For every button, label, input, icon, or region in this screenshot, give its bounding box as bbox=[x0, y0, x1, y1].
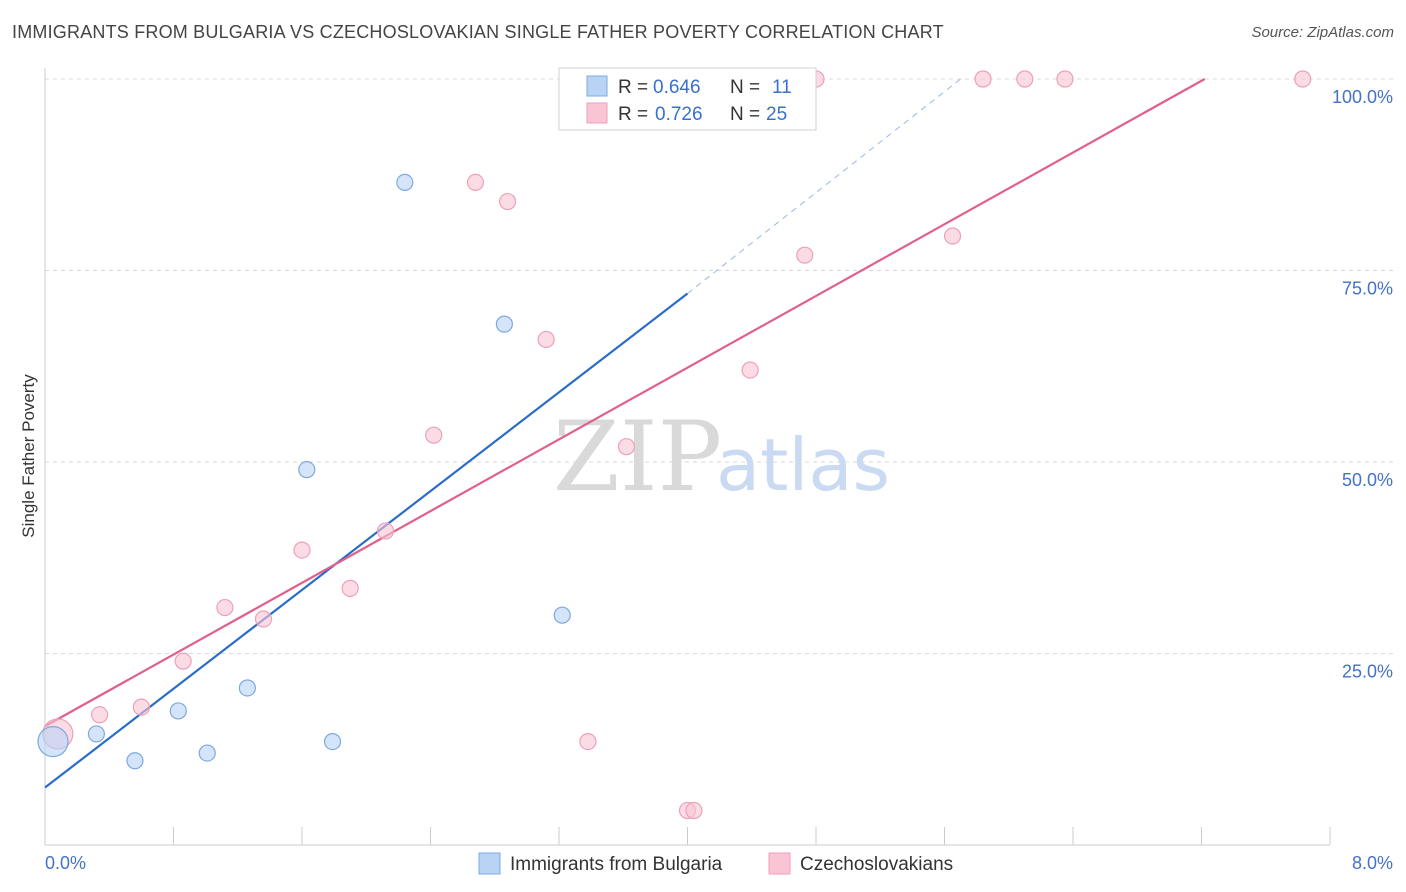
trend-line-bulgaria bbox=[44, 292, 689, 789]
trend-line-bulgaria-extension bbox=[687, 78, 961, 294]
y-tick-label-75: 75.0% bbox=[1342, 279, 1393, 299]
point-czechoslovakians-24 bbox=[1294, 70, 1312, 88]
point-czechoslovakians-18 bbox=[796, 246, 814, 264]
y-tick-label-25: 25.0% bbox=[1342, 662, 1393, 682]
y-tick-label-50: 50.0% bbox=[1342, 470, 1393, 490]
legend-r-label-2: R = bbox=[618, 104, 648, 125]
source-credit: Source: ZipAtlas.com bbox=[1251, 24, 1394, 41]
x-tick-label-0: 0.0% bbox=[45, 853, 86, 873]
point-czechoslovakians-6 bbox=[293, 541, 311, 559]
point-czechoslovakians-16 bbox=[685, 801, 703, 820]
point-czechoslovakians-2 bbox=[132, 698, 150, 716]
point-czechoslovakians-14 bbox=[617, 438, 636, 456]
y-tick-label-100: 100.0% bbox=[1332, 87, 1393, 107]
point-bulgaria-9 bbox=[495, 315, 513, 333]
point-czechoslovakians-10 bbox=[466, 173, 485, 192]
data-points bbox=[37, 70, 1312, 820]
x-tick-labels: 0.0% 8.0% bbox=[45, 853, 1393, 873]
y-axis-label: Single Father Poverty bbox=[19, 374, 38, 538]
trend-lines bbox=[44, 78, 1206, 789]
point-bulgaria-7 bbox=[323, 732, 342, 751]
bottom-legend-label-pink: Czechoslovakians bbox=[800, 854, 953, 875]
point-czechoslovakians-1 bbox=[91, 706, 109, 724]
point-czechoslovakians-9 bbox=[425, 426, 443, 444]
point-czechoslovakians-11 bbox=[499, 192, 517, 211]
legend-swatch-pink bbox=[586, 102, 608, 124]
point-czechoslovakians-13 bbox=[579, 732, 597, 751]
point-bulgaria-5 bbox=[238, 679, 256, 697]
legend-n-label-2: N = bbox=[730, 104, 760, 125]
point-czechoslovakians-5 bbox=[254, 610, 273, 628]
grid-lines bbox=[45, 78, 1393, 654]
point-bulgaria-8 bbox=[396, 173, 414, 192]
bottom-legend-swatch-blue bbox=[478, 852, 501, 875]
legend-swatch-blue bbox=[586, 75, 608, 97]
legend-n-label-1: N = bbox=[730, 77, 760, 98]
legend-r-value-1: 0.646 bbox=[653, 77, 701, 98]
point-czechoslovakians-7 bbox=[341, 579, 359, 597]
point-bulgaria-1 bbox=[87, 725, 106, 743]
point-czechoslovakians-23 bbox=[1056, 70, 1074, 88]
legend-n-value-2: 25 bbox=[766, 104, 787, 125]
watermark: ZIP atlas bbox=[553, 401, 890, 513]
point-czechoslovakians-21 bbox=[974, 70, 992, 88]
point-czechoslovakians-8 bbox=[376, 522, 395, 540]
bottom-legend: Immigrants from Bulgaria Czechoslovakian… bbox=[478, 852, 953, 875]
point-czechoslovakians-3 bbox=[174, 652, 192, 670]
legend-r-label-1: R = bbox=[618, 77, 648, 98]
point-bulgaria-6 bbox=[298, 461, 316, 479]
point-czechoslovakians-22 bbox=[1016, 70, 1034, 88]
chart-title: IMMIGRANTS FROM BULGARIA VS CZECHOSLOVAK… bbox=[12, 22, 944, 42]
bottom-legend-swatch-pink bbox=[768, 852, 791, 875]
trend-line-czechoslovakians bbox=[44, 78, 1206, 728]
x-tick-label-1: 8.0% bbox=[1352, 853, 1393, 873]
point-bulgaria-10 bbox=[553, 606, 571, 624]
legend-n-value-1: 11 bbox=[772, 77, 792, 98]
point-bulgaria-2 bbox=[126, 752, 144, 770]
point-bulgaria-4 bbox=[198, 744, 216, 762]
watermark-zip: ZIP bbox=[553, 401, 722, 513]
point-czechoslovakians-4 bbox=[216, 598, 234, 617]
legend-r-value-2: 0.726 bbox=[655, 104, 703, 125]
point-czechoslovakians-20 bbox=[943, 227, 962, 245]
bottom-legend-label-blue: Immigrants from Bulgaria bbox=[510, 854, 723, 875]
legend-box: R = 0.646 N = 11 R = 0.726 N = 25 bbox=[558, 67, 817, 131]
axes bbox=[44, 68, 1331, 846]
point-czechoslovakians-17 bbox=[741, 361, 759, 379]
watermark-atlas: atlas bbox=[716, 423, 890, 507]
y-tick-labels: 25.0% 50.0% 75.0% 100.0% bbox=[1332, 87, 1393, 682]
point-czechoslovakians-12 bbox=[537, 330, 555, 349]
point-bulgaria-3 bbox=[169, 702, 187, 720]
point-bulgaria-0 bbox=[37, 725, 69, 758]
